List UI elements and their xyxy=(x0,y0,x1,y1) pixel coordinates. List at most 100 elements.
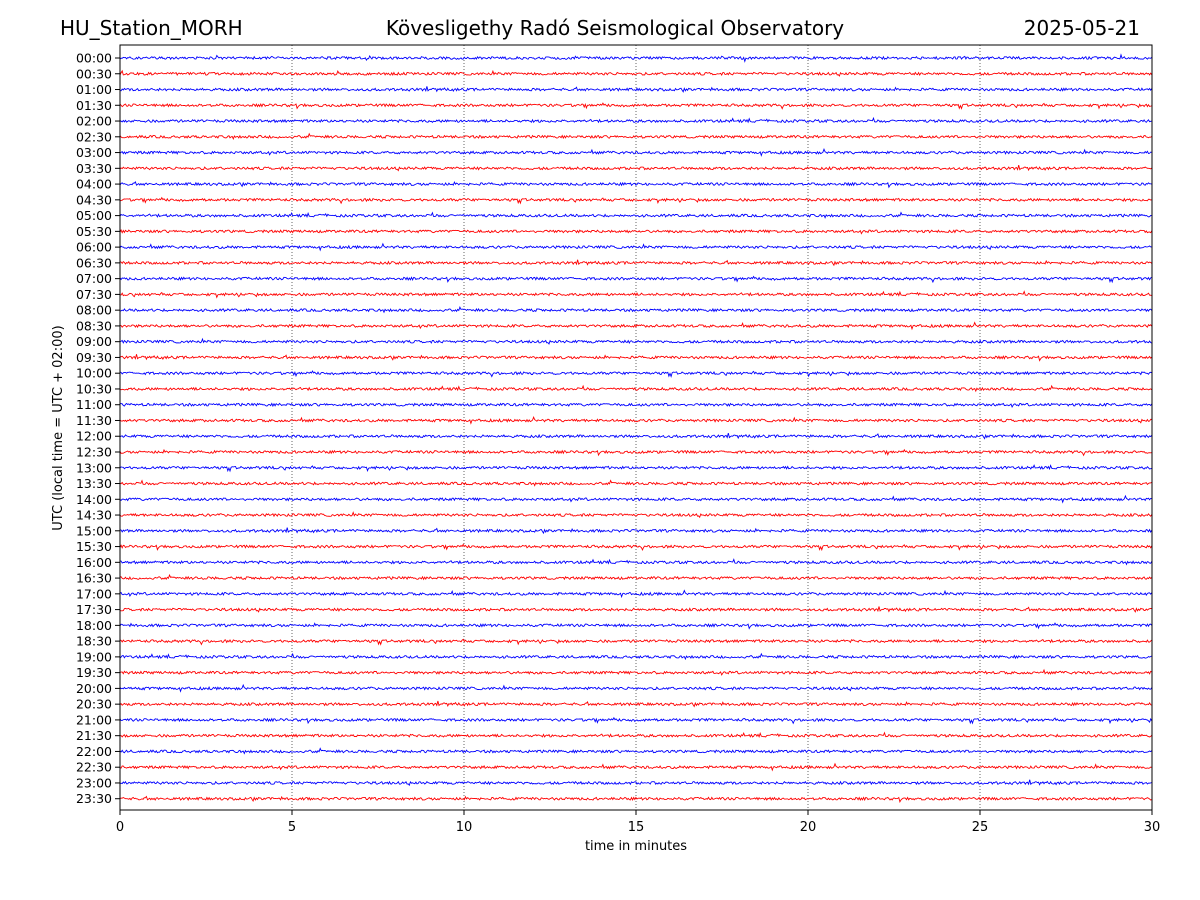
y-tick-label: 20:30 xyxy=(76,697,112,712)
trace-0000 xyxy=(119,53,1153,63)
x-tick-label: 20 xyxy=(800,820,817,835)
y-tick-label: 17:30 xyxy=(76,602,112,617)
x-axis-label: time in minutes xyxy=(585,839,687,854)
trace-1300 xyxy=(119,464,1152,473)
y-tick-label: 07:30 xyxy=(76,287,112,302)
y-tick-label: 00:00 xyxy=(76,51,112,66)
trace-1130 xyxy=(119,415,1152,425)
trace-0130 xyxy=(119,102,1152,110)
y-tick-label: 18:00 xyxy=(76,618,112,633)
y-tick-label: 05:00 xyxy=(76,208,112,223)
trace-2230 xyxy=(119,762,1152,772)
x-tick-label: 30 xyxy=(1144,820,1161,835)
x-tick-label: 15 xyxy=(628,820,645,835)
trace-0630 xyxy=(119,259,1153,267)
trace-1100 xyxy=(119,402,1153,408)
y-tick-label: 01:00 xyxy=(76,82,112,97)
y-tick-label: 07:00 xyxy=(76,271,112,286)
y-tick-label: 12:00 xyxy=(76,429,112,444)
y-axis-label: UTC (local time = UTC + 02:00) xyxy=(51,325,66,530)
y-tick-label: 22:30 xyxy=(76,760,112,775)
x-tick-label: 10 xyxy=(456,820,473,835)
trace-1630 xyxy=(119,573,1153,581)
trace-2130 xyxy=(119,731,1153,739)
y-tick-label: 21:00 xyxy=(76,712,112,727)
trace-2300 xyxy=(119,779,1152,787)
y-tick-label: 16:30 xyxy=(76,571,112,586)
y-tick-label: 23:00 xyxy=(76,775,112,790)
trace-0430 xyxy=(119,196,1152,205)
y-tick-label: 03:30 xyxy=(76,161,112,176)
trace-0500 xyxy=(119,211,1152,219)
trace-0700 xyxy=(119,275,1152,284)
trace-0930 xyxy=(119,354,1153,362)
trace-0530 xyxy=(119,229,1153,235)
chart-title: Kövesligethy Radó Seismological Observat… xyxy=(386,16,844,40)
y-tick-label: 04:00 xyxy=(76,177,112,192)
trace-0600 xyxy=(119,242,1152,252)
trace-2030 xyxy=(119,700,1152,708)
y-tick-label: 21:30 xyxy=(76,728,112,743)
y-tick-label: 02:30 xyxy=(76,129,112,144)
trace-1700 xyxy=(119,589,1153,599)
trace-2200 xyxy=(119,747,1153,755)
x-tick-labels: 0 5 10 15 20 25 30 xyxy=(116,810,1160,835)
trace-2100 xyxy=(119,716,1153,725)
y-tick-label: 01:30 xyxy=(76,98,112,113)
y-tick-labels: 00:0000:3001:0001:3002:0002:3003:0003:30… xyxy=(76,51,120,806)
trace-0830 xyxy=(119,321,1153,331)
y-tick-label: 19:30 xyxy=(76,665,112,680)
station-label: HU_Station_MORH xyxy=(60,16,243,40)
y-tick-label: 15:00 xyxy=(76,523,112,538)
trace-0030 xyxy=(119,69,1153,77)
trace-1800 xyxy=(119,622,1153,630)
y-tick-label: 11:00 xyxy=(76,397,112,412)
y-tick-label: 06:30 xyxy=(76,255,112,270)
date-label: 2025-05-21 xyxy=(1024,16,1140,40)
trace-0730 xyxy=(119,290,1152,299)
trace-0230 xyxy=(119,132,1153,141)
y-tick-label: 17:00 xyxy=(76,586,112,601)
y-tick-label: 10:30 xyxy=(76,381,112,396)
y-tick-label: 18:30 xyxy=(76,634,112,649)
trace-1430 xyxy=(119,511,1153,519)
trace-1930 xyxy=(119,668,1153,676)
plot-frame xyxy=(119,44,1153,811)
trace-0300 xyxy=(119,148,1152,157)
trace-1030 xyxy=(119,384,1153,393)
x-tick-label: 5 xyxy=(288,820,296,835)
y-tick-label: 04:30 xyxy=(76,192,112,207)
trace-1330 xyxy=(119,479,1153,487)
trace-2330 xyxy=(119,795,1152,803)
trace-1200 xyxy=(119,432,1153,440)
trace-0100 xyxy=(119,86,1153,93)
trace-0400 xyxy=(119,180,1152,189)
trace-0900 xyxy=(119,337,1153,345)
trace-1730 xyxy=(119,606,1152,613)
y-tick-label: 20:00 xyxy=(76,681,112,696)
y-tick-label: 09:30 xyxy=(76,350,112,365)
trace-1530 xyxy=(119,543,1153,552)
y-tick-label: 02:00 xyxy=(76,114,112,129)
x-tick-label: 25 xyxy=(972,820,989,835)
y-tick-label: 14:30 xyxy=(76,508,112,523)
y-tick-label: 13:30 xyxy=(76,476,112,491)
y-tick-label: 14:00 xyxy=(76,492,112,507)
trace-0330 xyxy=(119,165,1153,172)
y-tick-label: 15:30 xyxy=(76,539,112,554)
y-tick-label: 19:00 xyxy=(76,649,112,664)
y-tick-label: 06:00 xyxy=(76,240,112,255)
y-tick-label: 09:00 xyxy=(76,334,112,349)
trace-1230 xyxy=(119,448,1152,457)
y-tick-label: 13:00 xyxy=(76,460,112,475)
y-tick-label: 08:30 xyxy=(76,318,112,333)
y-tick-label: 22:00 xyxy=(76,744,112,759)
trace-1000 xyxy=(119,370,1152,378)
y-tick-label: 08:00 xyxy=(76,303,112,318)
trace-2000 xyxy=(119,683,1153,693)
y-tick-label: 00:30 xyxy=(76,66,112,81)
y-tick-label: 11:30 xyxy=(76,413,112,428)
y-tick-label: 23:30 xyxy=(76,791,112,806)
